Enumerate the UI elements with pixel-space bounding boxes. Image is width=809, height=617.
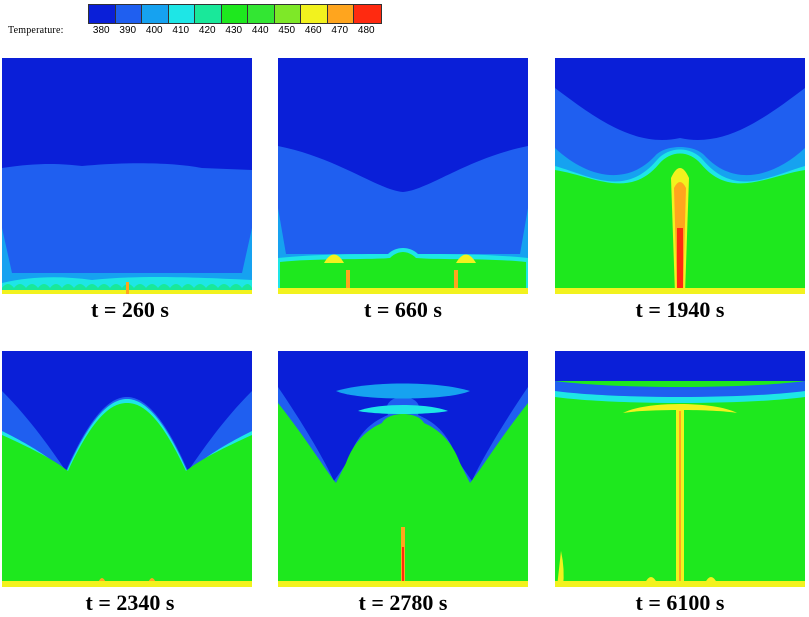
contour-panel-3: [555, 58, 805, 294]
colorbar-swatch: [221, 5, 248, 23]
colorbar-swatch: [327, 5, 354, 23]
panel-caption-2: t = 660 s: [364, 297, 442, 322]
colorbar-swatch: [301, 5, 328, 23]
panel-caption-4: t = 2340 s: [85, 590, 175, 615]
contour-panel-4: [2, 351, 252, 587]
colorbar-tick-label: 460: [304, 25, 322, 36]
colorbar-tick-label: 410: [172, 25, 190, 36]
colorbar-swatch: [248, 5, 275, 23]
colorbar-tick-label: 450: [278, 25, 296, 36]
colorbar-tick-label: 480: [357, 25, 375, 36]
colorbar-swatch: [354, 5, 381, 23]
colorbar-tick-label: 390: [119, 25, 137, 36]
colorbar-swatch: [115, 5, 142, 23]
colorbar-tick-label: 430: [225, 25, 243, 36]
colorbar-tick-label: 380: [92, 25, 110, 36]
colorbar-tick-label: 400: [145, 25, 163, 36]
colorbar-ticks: 380 390 400 410 420 430 440 450 460 470 480: [88, 25, 380, 36]
colorbar-swatch: [89, 5, 116, 23]
contour-panel-2: [278, 58, 528, 294]
colorbar-swatches: [88, 4, 382, 24]
contour-panel-6: [555, 351, 805, 587]
colorbar-swatch: [168, 5, 195, 23]
colorbar-tick-label: 440: [251, 25, 269, 36]
contour-panel-5: [278, 351, 528, 587]
panel-caption-6: t = 6100 s: [635, 590, 725, 615]
panel-caption-5: t = 2780 s: [358, 590, 448, 615]
colorbar-swatch: [195, 5, 222, 23]
colorbar-tick-label: 420: [198, 25, 216, 36]
colorbar-swatch: [142, 5, 169, 23]
temperature-colorbar: Temperature: 380 390 400 410 420 430 440 450 460…: [0, 0, 382, 42]
colorbar-swatch: [274, 5, 301, 23]
panel-caption-1: t = 260 s: [91, 297, 169, 322]
contour-panel-1: [2, 58, 252, 294]
colorbar-label: Temperature:: [8, 25, 64, 36]
panel-caption-3: t = 1940 s: [635, 297, 725, 322]
colorbar-tick-label: 470: [331, 25, 349, 36]
